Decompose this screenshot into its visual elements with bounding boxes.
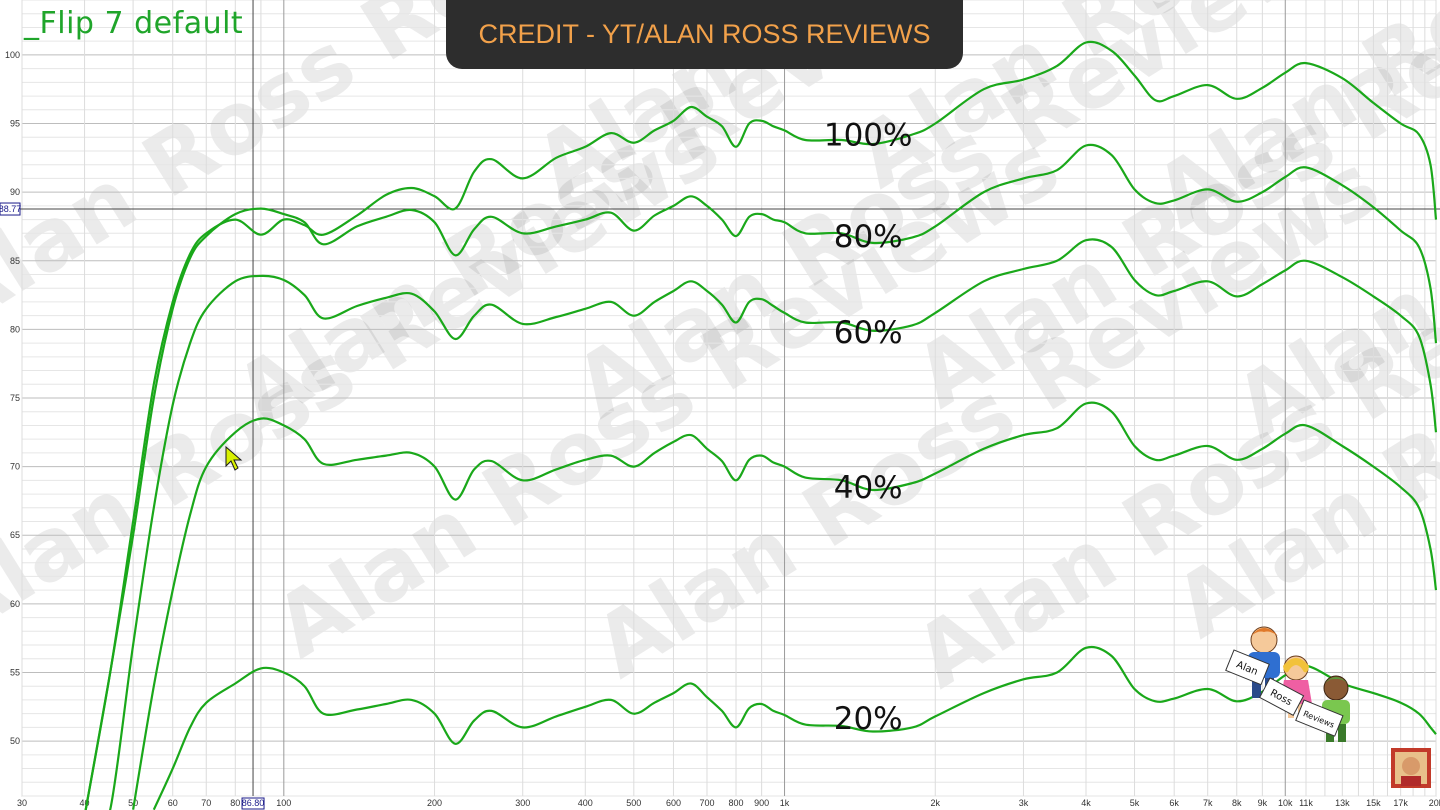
x-tick-label: 70	[201, 798, 211, 808]
crosshair-x-readout-box	[241, 797, 265, 810]
y-tick-label: 70	[10, 462, 20, 472]
x-tick-label: 1k	[780, 798, 790, 808]
chart-title: _Flip 7 default	[24, 6, 244, 41]
mouse-cursor-icon	[225, 445, 243, 471]
series-line-40pct	[132, 401, 1438, 810]
x-tick-label: 17k	[1393, 798, 1408, 808]
series-label-80pct: 80%	[834, 219, 903, 255]
y-tick-label: 85	[10, 256, 20, 266]
crosshair-y-readout-box	[0, 202, 21, 216]
x-tick-label: 600	[666, 798, 681, 808]
y-tick-label: 90	[10, 187, 20, 197]
y-tick-label: 80	[10, 324, 20, 334]
x-tick-label: 300	[515, 798, 530, 808]
x-tick-label: 2k	[931, 798, 941, 808]
credit-banner: CREDIT - YT/ALAN ROSS REVIEWS	[446, 0, 963, 69]
alan-ross-reviews-logo: Alan Ross Reviews	[1225, 626, 1350, 742]
series-label-100pct: 100%	[824, 117, 913, 153]
x-tick-label: 500	[626, 798, 641, 808]
x-tick-label: 11k	[1299, 798, 1313, 808]
x-tick-label: 20k	[1429, 798, 1440, 808]
x-tick-label: 200	[427, 798, 442, 808]
x-tick-label: 8k	[1232, 798, 1242, 808]
x-tick-label: 15k	[1366, 798, 1381, 808]
y-tick-label: 65	[10, 530, 20, 540]
x-tick-label: 6k	[1169, 798, 1179, 808]
series-label-20pct: 20%	[834, 701, 903, 737]
x-tick-label: 80	[230, 798, 240, 808]
y-tick-label: 95	[10, 119, 20, 129]
x-tick-label: 60	[168, 798, 178, 808]
x-tick-label: 400	[578, 798, 593, 808]
x-tick-label: 100	[276, 798, 291, 808]
x-tick-label: 4k	[1081, 798, 1091, 808]
y-tick-label: 100	[5, 50, 20, 60]
x-tick-label: 9k	[1258, 798, 1268, 808]
x-tick-label: 10k	[1278, 798, 1293, 808]
series-line-80pct	[84, 143, 1438, 810]
y-axis: 50 55 60 65 70 75 80 85 90 95 100	[5, 50, 20, 746]
x-tick-label: 700	[699, 798, 714, 808]
series-line-60pct	[108, 238, 1438, 810]
y-tick-label: 75	[10, 393, 20, 403]
x-tick-label: 3k	[1019, 798, 1029, 808]
x-tick-label: 800	[729, 798, 744, 808]
y-tick-label: 60	[10, 599, 20, 609]
series-line-20pct	[152, 645, 1437, 810]
x-tick-label: 30	[17, 798, 27, 808]
x-tick-label: 5k	[1130, 798, 1140, 808]
y-tick-label: 55	[10, 667, 20, 677]
x-tick-label: 7k	[1203, 798, 1213, 808]
y-tick-label: 50	[10, 736, 20, 746]
series-label-60pct: 60%	[834, 315, 903, 351]
channel-avatar[interactable]	[1391, 748, 1431, 788]
series-label-40pct: 40%	[834, 470, 903, 506]
x-axis: 30 40 50 60 70 80 100 200 300 400 500 600 700 800 900 1…	[17, 798, 1440, 808]
grid	[21, 0, 1437, 797]
x-tick-label: 900	[754, 798, 769, 808]
x-tick-label: 40	[80, 798, 90, 808]
series-layer	[84, 40, 1438, 810]
x-tick-label: 13k	[1335, 798, 1350, 808]
x-tick-label: 50	[128, 798, 138, 808]
crosshair-x-readout: 86.80	[242, 798, 265, 808]
crosshair-y-readout: 88.77	[0, 204, 21, 214]
series-labels: 100% 80% 60% 40% 20%	[824, 117, 913, 736]
series-line-100pct	[84, 40, 1438, 810]
